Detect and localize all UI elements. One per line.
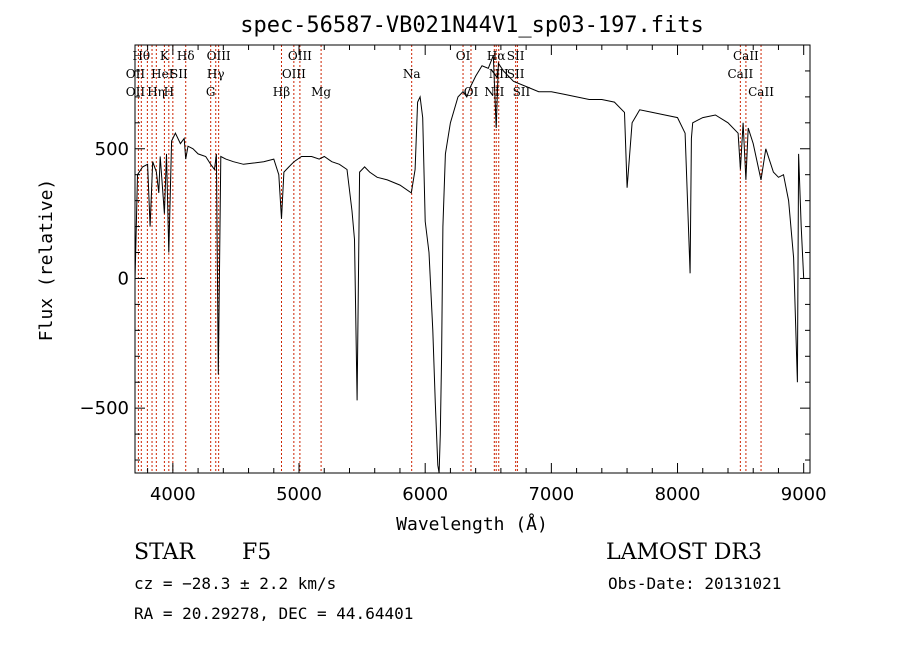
line-label: Na [403,67,421,81]
line-marker-layer [137,45,762,473]
line-label: H [164,85,174,99]
coordinates: RA = 20.29278, DEC = 44.64401 [134,604,414,623]
line-label: CaII [748,85,774,99]
x-tick-label: 7000 [528,484,574,505]
y-tick-label: 0 [118,268,129,289]
line-label-layer: Hθ OII OII Hη HeI K H SII Hδ G Hγ OIII Hβ OIII OIII Mg N… [126,49,774,99]
observation-date: Obs-Date: 20131021 [608,574,782,593]
line-label: Hη [147,85,165,99]
x-tick-label: 8000 [655,484,701,505]
line-label: SII [513,85,531,99]
x-tick-label: 6000 [402,484,448,505]
line-label: Hγ [207,67,225,81]
chart-title: spec-56587-VB021N44V1_sp03-197.fits [240,13,704,38]
line-label: OII [126,85,146,99]
line-label: OI [456,49,471,63]
line-label: HeI [151,67,174,81]
line-label: CaII [727,67,753,81]
line-label: OII [126,67,146,81]
redshift-velocity: cz = −28.3 ± 2.2 km/s [134,574,337,593]
object-class: STAR [134,540,195,565]
y-tick-label: −500 [80,398,129,419]
plot-frame [134,44,811,474]
x-tick-label: 4000 [150,484,196,505]
x-axis-label: Wavelength (Å) [396,513,548,535]
line-label: Hβ [273,85,290,99]
line-label: SII [507,49,525,63]
axis-ticks: 4000 5000 6000 7000 8000 9000 −500 0 500 [80,45,827,505]
line-label: Mg [311,85,331,99]
object-subclass: F5 [242,540,272,565]
line-label: G [206,85,216,99]
line-label: SII [507,67,525,81]
y-axis-label: Flux (relative) [36,179,57,342]
line-label: OI [464,85,479,99]
x-tick-label: 5000 [276,484,322,505]
line-label: SII [170,67,188,81]
line-label: CaII [733,49,759,63]
line-label: OIII [282,67,306,81]
x-tick-label: 9000 [781,484,827,505]
spectrum-line [134,55,805,474]
line-label: OIII [288,49,312,63]
line-label: OIII [207,49,231,63]
line-label: NII [489,67,509,81]
survey-name: LAMOST DR3 [606,540,762,565]
y-tick-label: 500 [95,139,129,160]
line-label: Hα [487,49,506,63]
line-label: NII [484,85,504,99]
line-label: K [160,49,170,63]
line-label: Hθ [132,49,150,63]
line-label: Hδ [177,49,195,63]
